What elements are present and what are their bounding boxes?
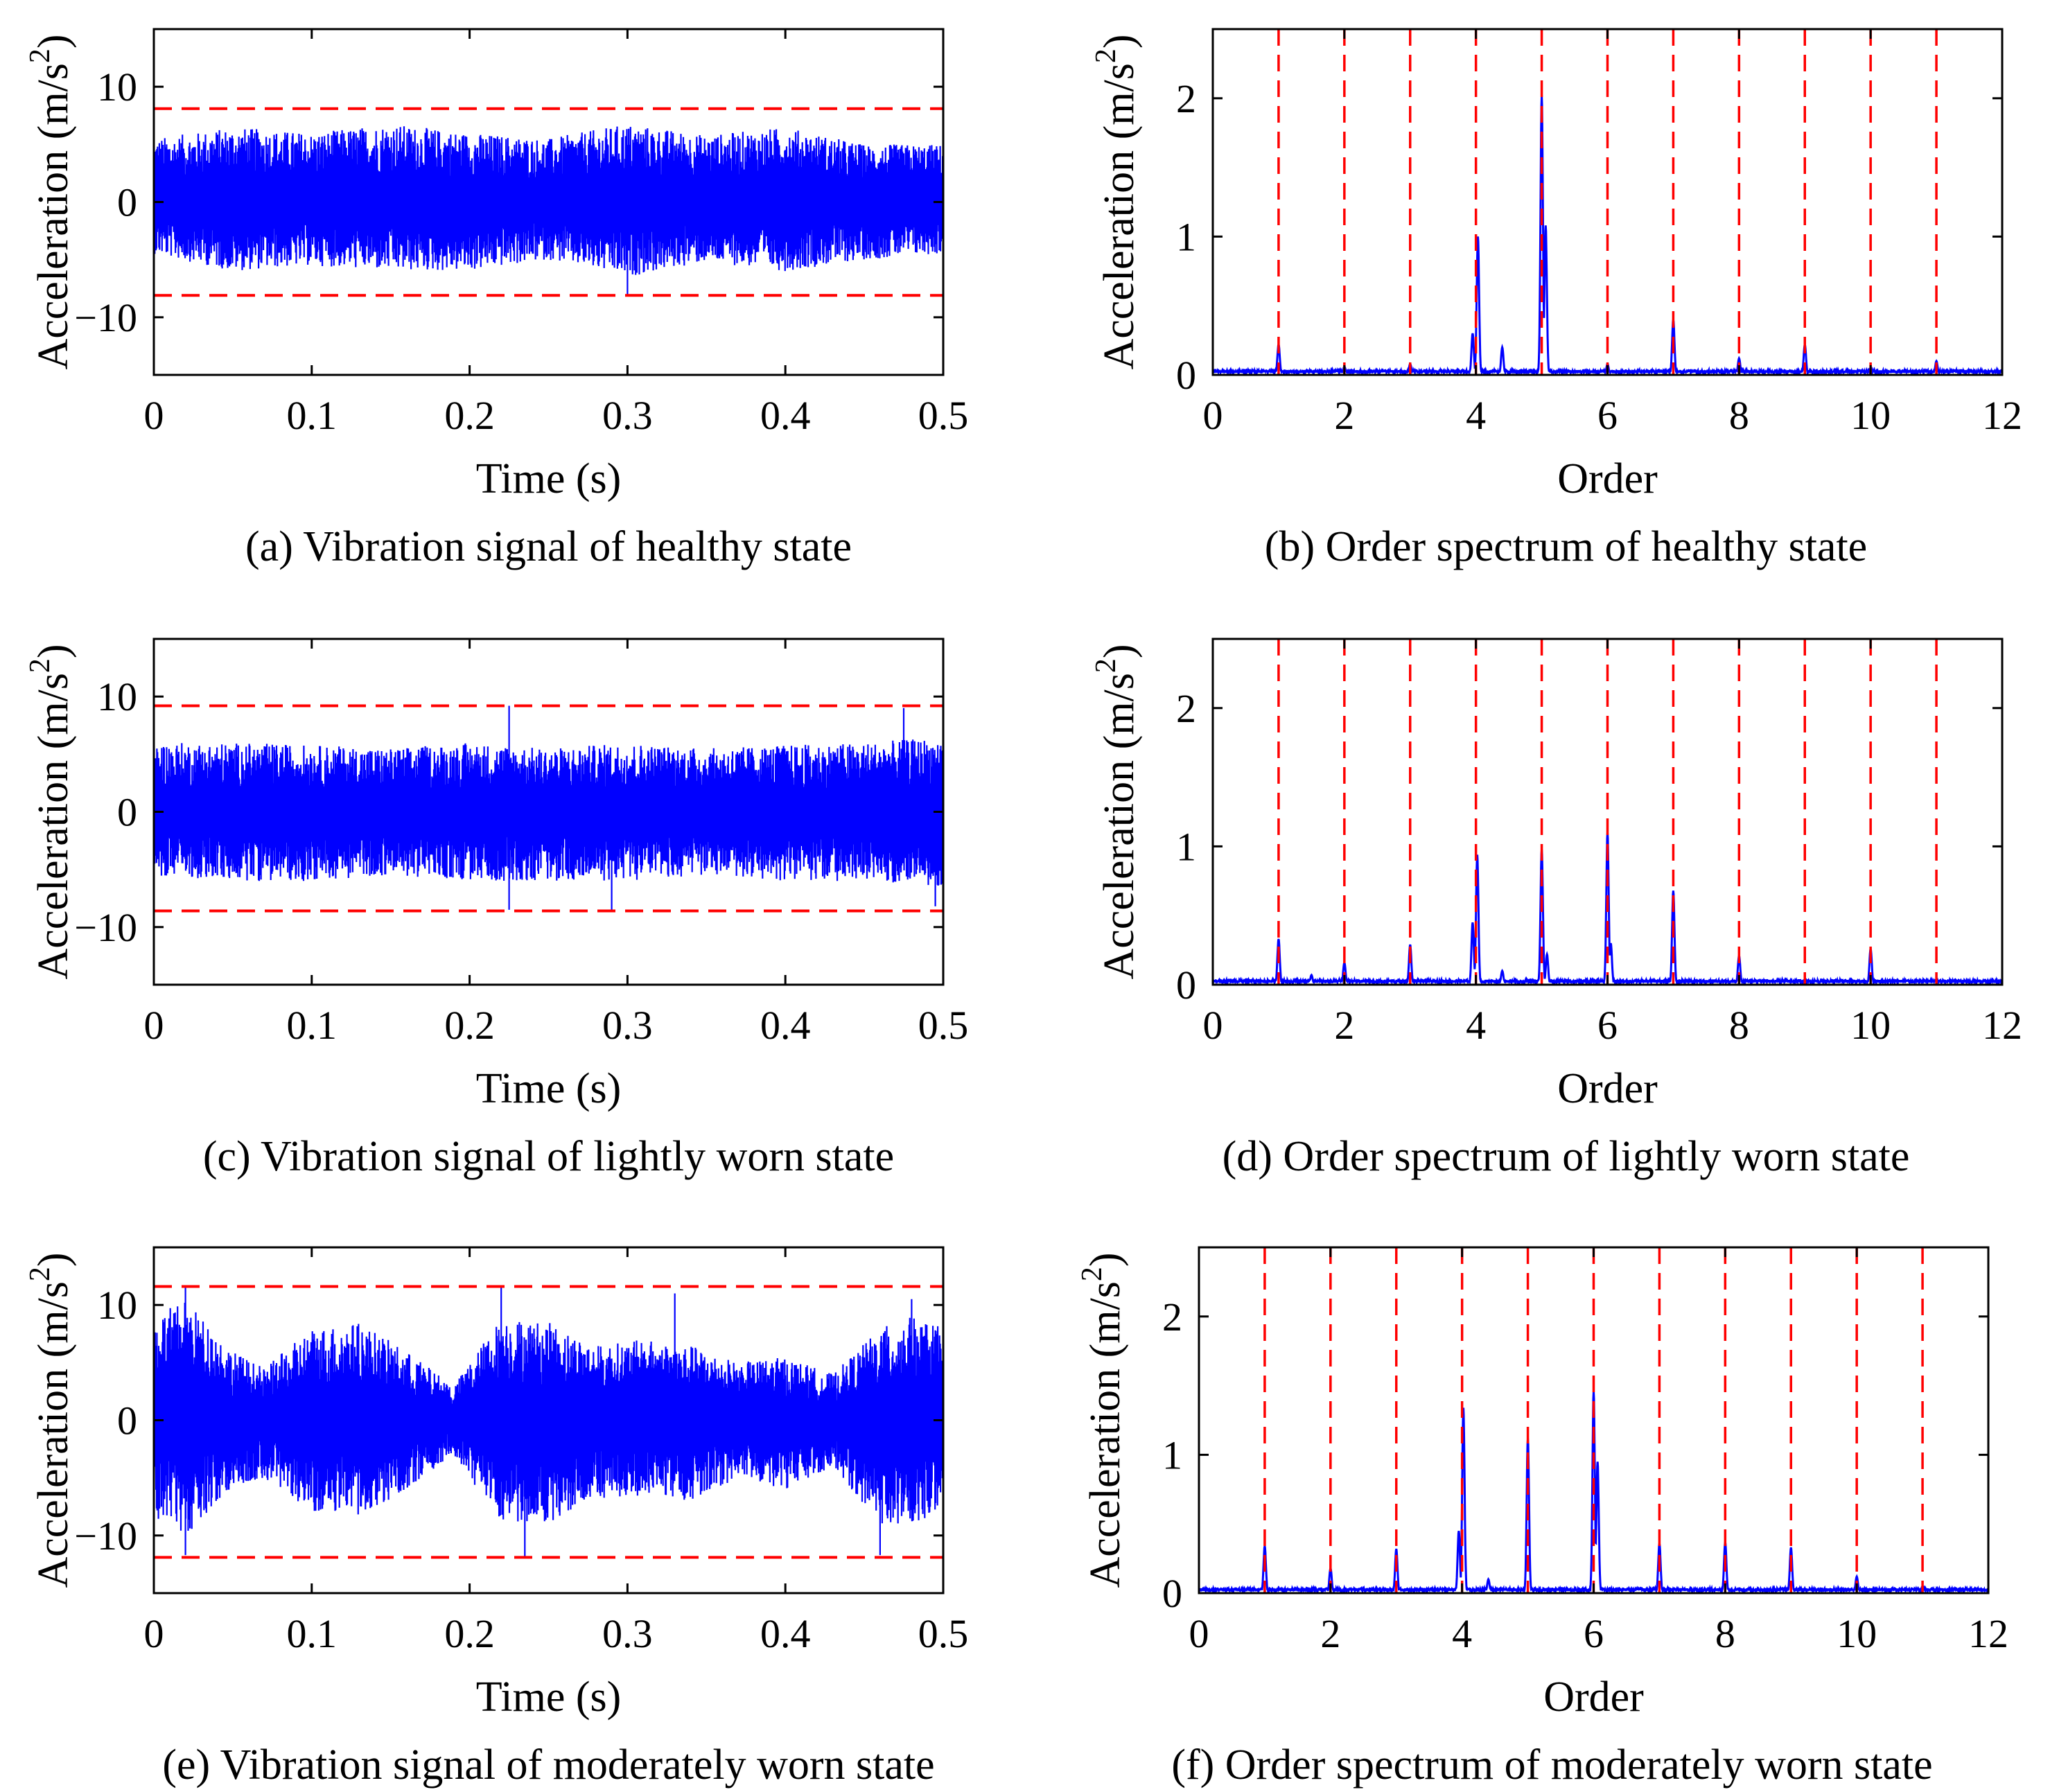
x-axis-label: Time (s) <box>476 455 622 502</box>
x-tick-label: 0.2 <box>444 393 495 438</box>
x-tick-label: 6 <box>1597 393 1618 438</box>
x-axis-label: Time (s) <box>476 1065 622 1112</box>
x-tick-label: 0.3 <box>602 1611 653 1656</box>
x-tick-label: 0.4 <box>760 1611 811 1656</box>
x-tick-label: 0.4 <box>760 393 811 438</box>
y-tick-label: −10 <box>74 295 137 340</box>
y-tick-label: 2 <box>1176 686 1196 731</box>
x-tick-label: 2 <box>1320 1611 1340 1656</box>
panel-a: 0 0.1 0.2 0.3 0.4 0.5 −10 0 10 Time (s) Accelerati… <box>24 28 969 570</box>
y-tick-label: 2 <box>1162 1294 1182 1339</box>
x-tick-label: 0 <box>1203 1003 1223 1048</box>
y-tick-label: 0 <box>117 180 137 225</box>
x-tick-label: 0 <box>1189 1611 1209 1656</box>
x-tick-label: 4 <box>1452 1611 1472 1656</box>
x-tick-label: 8 <box>1729 1003 1749 1048</box>
y-axis-label: Acceleration (m/s2) <box>1090 644 1143 979</box>
y-tick-label: 2 <box>1176 76 1196 121</box>
y-tick-label: 0 <box>1176 353 1196 398</box>
x-tick-label: 0.5 <box>918 1003 969 1048</box>
x-axis-label: Order <box>1557 455 1658 502</box>
x-axis-label: Order <box>1557 1065 1658 1112</box>
x-tick-label: 6 <box>1584 1611 1604 1656</box>
x-tick-label: 10 <box>1850 1003 1891 1048</box>
x-tick-label: 10 <box>1850 393 1891 438</box>
y-axis-label: Acceleration (m/s2) <box>1090 34 1143 369</box>
y-tick-label: 1 <box>1176 214 1196 259</box>
y-axis-label: Acceleration (m/s2) <box>24 644 77 979</box>
y-tick-label: 0 <box>1176 963 1196 1008</box>
y-axis-label: Acceleration (m/s2) <box>1076 1252 1129 1588</box>
x-tick-label: 12 <box>1982 393 2022 438</box>
x-tick-label: 0.2 <box>444 1003 495 1048</box>
x-tick-label: 0.4 <box>760 1003 811 1048</box>
signal-trace <box>154 126 943 295</box>
x-tick-label: 0.5 <box>918 393 969 438</box>
x-tick-label: 8 <box>1729 393 1749 438</box>
y-tick-label: 0 <box>117 790 137 835</box>
x-tick-label: 12 <box>1982 1003 2022 1048</box>
y-tick-label: 0 <box>1162 1571 1182 1616</box>
x-tick-label: 8 <box>1715 1611 1735 1656</box>
y-tick-label: 1 <box>1176 824 1196 869</box>
panel-caption: (a) Vibration signal of healthy state <box>245 523 852 570</box>
x-tick-label: 0 <box>1203 393 1223 438</box>
x-tick-label: 2 <box>1334 1003 1354 1048</box>
panel-caption: (b) Order spectrum of healthy state <box>1265 523 1867 570</box>
y-tick-label: −10 <box>74 905 137 950</box>
x-tick-label: 0.5 <box>918 1611 969 1656</box>
y-tick-label: −10 <box>74 1513 137 1558</box>
x-tick-label: 0.3 <box>602 1003 653 1048</box>
x-axis-label: Order <box>1543 1674 1644 1721</box>
y-tick-label: 10 <box>97 674 137 719</box>
x-tick-label: 4 <box>1466 393 1486 438</box>
signal-trace <box>154 1286 943 1556</box>
panel-caption: (c) Vibration signal of lightly worn sta… <box>203 1133 894 1180</box>
panel-caption: (e) Vibration signal of moderately worn … <box>162 1741 934 1789</box>
panel-c: 0 0.1 0.2 0.3 0.4 0.5 −10 0 10 Time (s) Accelerati… <box>24 638 969 1180</box>
x-tick-label: 0 <box>144 1611 164 1656</box>
y-axis-label: Acceleration (m/s2) <box>24 34 77 369</box>
x-axis-label: Time (s) <box>476 1674 622 1721</box>
x-tick-label: 0.3 <box>602 393 653 438</box>
x-tick-label: 0 <box>144 1003 164 1048</box>
y-tick-label: 0 <box>117 1398 137 1443</box>
panel-caption: (f) Order spectrum of moderately worn st… <box>1171 1741 1932 1789</box>
x-tick-label: 0 <box>144 393 164 438</box>
x-tick-label: 0.1 <box>287 1003 338 1048</box>
x-tick-label: 0.1 <box>287 393 338 438</box>
panel-e: 0 0.1 0.2 0.3 0.4 0.5 −10 0 10 Time (s) Accelerati… <box>24 1246 969 1789</box>
x-tick-label: 6 <box>1597 1003 1618 1048</box>
y-tick-label: 10 <box>97 64 137 109</box>
x-tick-label: 0.1 <box>287 1611 338 1656</box>
y-tick-label: 1 <box>1162 1432 1182 1477</box>
x-tick-label: 10 <box>1837 1611 1877 1656</box>
x-tick-label: 4 <box>1466 1003 1486 1048</box>
panel-caption: (d) Order spectrum of lightly worn state <box>1223 1133 1910 1180</box>
signal-trace <box>154 705 943 910</box>
x-tick-label: 2 <box>1334 393 1354 438</box>
x-tick-label: 0.2 <box>444 1611 495 1656</box>
y-axis-label: Acceleration (m/s2) <box>24 1252 77 1588</box>
y-tick-label: 10 <box>97 1283 137 1328</box>
x-tick-label: 12 <box>1968 1611 2008 1656</box>
